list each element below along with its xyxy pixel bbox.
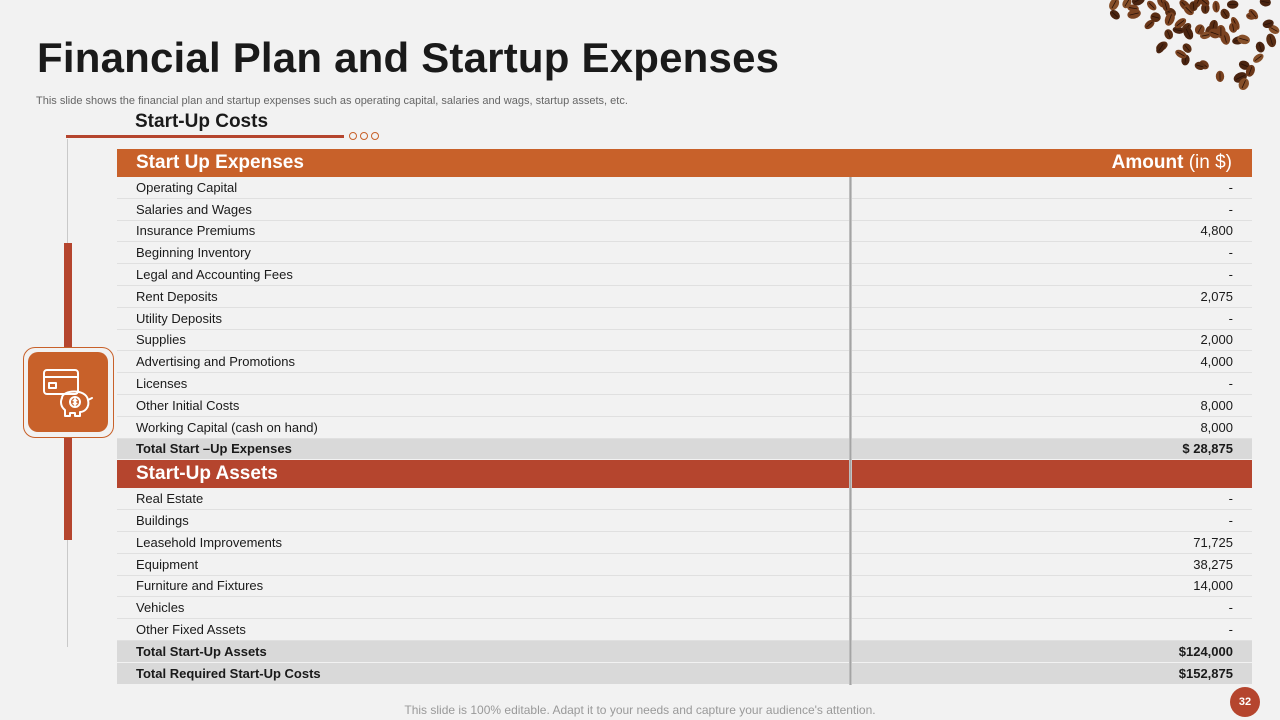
page-subtitle: This slide shows the financial plan and … [36, 95, 628, 107]
row-value: - [1228, 513, 1233, 529]
expenses-total-row: Total Start –Up Expenses $ 28,875 [117, 438, 1252, 461]
table-row: Vehicles - [117, 597, 1252, 620]
table-row: Salaries and Wages - [117, 198, 1252, 221]
row-value: 8,000 [1200, 397, 1233, 413]
section-heading: Start-Up Costs [135, 111, 269, 132]
finance-icon-frame [23, 347, 114, 438]
table-row: Beginning Inventory - [117, 242, 1252, 265]
table-row: Advertising and Promotions 4,000 [117, 351, 1252, 374]
heading-underline [66, 135, 344, 138]
coffee-beans-image [1109, 0, 1280, 91]
row-label: Licenses [136, 376, 188, 392]
row-value: 38,275 [1193, 556, 1233, 572]
amount-header-unit: (in $) [1183, 152, 1232, 173]
table-row: Supplies 2,000 [117, 329, 1252, 352]
expenses-header: Start Up Expenses [136, 152, 304, 173]
piggy-bank-card-icon [28, 352, 108, 432]
table-row: Real Estate - [117, 488, 1252, 511]
assets-header: Start-Up Assets [136, 463, 278, 485]
row-value: - [1228, 267, 1233, 283]
row-label: Other Fixed Assets [136, 622, 246, 638]
table-row: Licenses - [117, 373, 1252, 395]
row-value: 2,000 [1200, 332, 1233, 348]
row-value: - [1228, 376, 1233, 392]
amount-header: Amount (in $) [1112, 152, 1232, 174]
total-label: Total Start-Up Assets [136, 643, 267, 659]
row-value: - [1228, 310, 1233, 326]
table-row: Other Initial Costs 8,000 [117, 394, 1252, 417]
row-label: Supplies [136, 332, 186, 348]
table-row: Legal and Accounting Fees - [117, 264, 1252, 286]
table-row: Buildings - [117, 510, 1252, 532]
footer-note: This slide is 100% editable. Adapt it to… [404, 703, 876, 717]
row-label: Operating Capital [136, 179, 238, 195]
row-value: 4,800 [1200, 223, 1233, 239]
assets-total-row: Total Start-Up Assets $124,000 [117, 640, 1252, 663]
total-value: $152,875 [1178, 665, 1233, 681]
table-row: Furniture and Fixtures 14,000 [117, 575, 1252, 598]
page-number: 32 [1230, 687, 1260, 717]
row-label: Leasehold Improvements [136, 534, 282, 550]
table-row: Leasehold Improvements 71,725 [117, 531, 1252, 554]
startup-costs-table: Start Up Expenses Amount (in $) Operatin… [117, 149, 1252, 685]
table-row: Rent Deposits 2,075 [117, 285, 1252, 308]
row-value: - [1228, 491, 1233, 507]
row-value: - [1228, 179, 1233, 195]
row-label: Vehicles [136, 600, 185, 616]
row-value: - [1228, 245, 1233, 261]
row-label: Furniture and Fixtures [136, 578, 264, 594]
row-label: Advertising and Promotions [136, 354, 295, 370]
row-label: Insurance Premiums [136, 223, 256, 239]
row-label: Other Initial Costs [136, 397, 240, 413]
table-row: Equipment 38,275 [117, 553, 1252, 576]
row-label: Equipment [136, 556, 199, 572]
table-row: Insurance Premiums 4,800 [117, 220, 1252, 243]
row-value: 71,725 [1193, 534, 1233, 550]
assets-header-row: Start-Up Assets [117, 460, 1252, 489]
row-label: Rent Deposits [136, 288, 218, 304]
row-label: Legal and Accounting Fees [136, 267, 293, 283]
row-label: Salaries and Wages [136, 201, 252, 217]
row-label: Working Capital (cash on hand) [136, 419, 318, 435]
row-label: Buildings [136, 513, 189, 529]
row-value: 2,075 [1200, 288, 1233, 304]
row-value: 4,000 [1200, 354, 1233, 370]
total-value: $ 28,875 [1182, 441, 1233, 457]
row-value: - [1228, 600, 1233, 616]
row-label: Beginning Inventory [136, 245, 251, 261]
row-value: 8,000 [1200, 419, 1233, 435]
total-label: Total Start –Up Expenses [136, 441, 292, 457]
table-row: Other Fixed Assets - [117, 619, 1252, 641]
table-row: Utility Deposits - [117, 307, 1252, 330]
expenses-header-row: Start Up Expenses Amount (in $) [117, 149, 1252, 177]
total-value: $124,000 [1178, 643, 1233, 659]
heading-dots [349, 132, 379, 140]
page-title: Financial Plan and Startup Expenses [37, 34, 780, 81]
grand-total-row: Total Required Start-Up Costs $152,875 [117, 662, 1252, 685]
row-value: - [1228, 201, 1233, 217]
table-row: Working Capital (cash on hand) 8,000 [117, 416, 1252, 439]
table-row: Operating Capital - [117, 177, 1252, 199]
row-label: Real Estate [136, 491, 204, 507]
row-value: 14,000 [1193, 578, 1233, 594]
amount-header-label: Amount [1111, 152, 1184, 173]
row-label: Utility Deposits [136, 310, 222, 326]
total-label: Total Required Start-Up Costs [136, 665, 321, 681]
row-value: - [1228, 622, 1233, 638]
